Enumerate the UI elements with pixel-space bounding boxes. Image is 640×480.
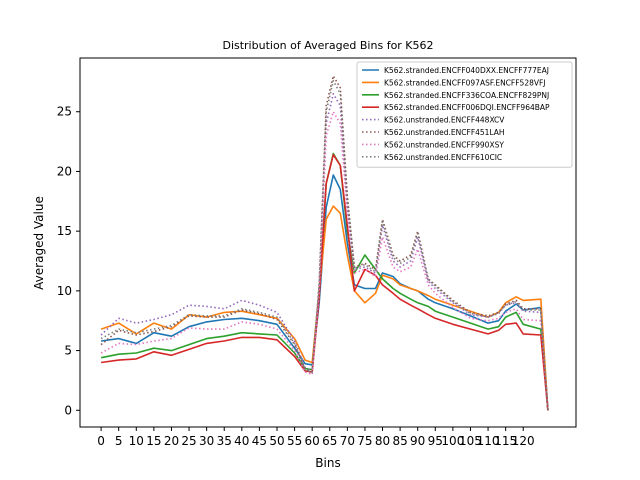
x-tick-label: 40 (234, 434, 249, 448)
y-tick-label: 25 (57, 105, 72, 119)
x-axis: 0 5 10 15 20 25 30 35 40 45 50 55 60 65 70 75 80 85 90 9510… (97, 427, 535, 448)
x-tick-label: 120 (512, 434, 535, 448)
x-tick-label: 100 (441, 434, 464, 448)
x-tick-label: 15 (146, 434, 161, 448)
legend-label: K562.stranded.ENCFF097ASF.ENCFF528VFJ (384, 78, 546, 87)
series-line-3 (100, 152, 549, 411)
series-line-7 (100, 110, 549, 411)
axes-frame (79, 57, 577, 428)
x-tick-label: 25 (181, 434, 196, 448)
x-tick-label: 95 (428, 434, 443, 448)
x-tick-label: 90 (410, 434, 425, 448)
y-tick-label: 20 (57, 164, 72, 178)
x-tick-label: 105 (459, 434, 482, 448)
x-tick-label: 70 (340, 434, 355, 448)
y-tick-label: 0 (64, 403, 72, 417)
x-tick-label: 110 (477, 434, 500, 448)
x-tick-label: 75 (357, 434, 372, 448)
legend-label: K562.stranded.ENCFF040DXX.ENCFF777EAJ (384, 66, 549, 75)
x-tick-label: 0 (97, 434, 105, 448)
x-tick-label: 35 (217, 434, 232, 448)
x-tick-label: 10 (129, 434, 144, 448)
legend: K562.stranded.ENCFF040DXX.ENCFF777EAJ K56… (356, 61, 573, 168)
x-tick-label: 55 (287, 434, 302, 448)
series-line-6 (100, 75, 549, 411)
x-tick-label: 5 (115, 434, 123, 448)
series-lines (100, 75, 549, 411)
chart-title: Distribution of Averaged Bins for K562 (222, 39, 433, 52)
y-tick-label: 10 (57, 284, 72, 298)
x-tick-label: 50 (269, 434, 284, 448)
series-line-4 (100, 153, 549, 411)
y-tick-label: 5 (64, 344, 72, 358)
x-tick-label: 85 (392, 434, 407, 448)
y-tick-label: 15 (57, 224, 72, 238)
y-axis-label: Averaged Value (32, 196, 46, 290)
legend-box (356, 61, 573, 168)
legend-label: K562.stranded.ENCFF006DQI.ENCFF964BAP (384, 103, 550, 112)
x-tick-label: 65 (322, 434, 337, 448)
x-axis-label: Bins (315, 456, 340, 470)
x-tick-label: 20 (164, 434, 179, 448)
x-tick-label: 30 (199, 434, 214, 448)
legend-label: K562.unstranded.ENCFF448XCV (384, 116, 505, 125)
legend-label: K562.unstranded.ENCFF451LAH (384, 128, 505, 137)
x-tick-label: 115 (494, 434, 517, 448)
x-tick-label: 60 (305, 434, 320, 448)
series-line-5 (100, 93, 549, 411)
legend-label: K562.unstranded.ENCFF610CIC (384, 153, 502, 162)
x-tick-label: 45 (252, 434, 267, 448)
series-line-2 (100, 205, 549, 411)
x-tick-label: 80 (375, 434, 390, 448)
y-axis: 0 5 10 15 20 25 (57, 105, 80, 417)
legend-label: K562.unstranded.ENCFF990XSY (384, 140, 504, 149)
legend-label: K562.stranded.ENCFF336COA.ENCFF829PNJ (384, 91, 549, 100)
